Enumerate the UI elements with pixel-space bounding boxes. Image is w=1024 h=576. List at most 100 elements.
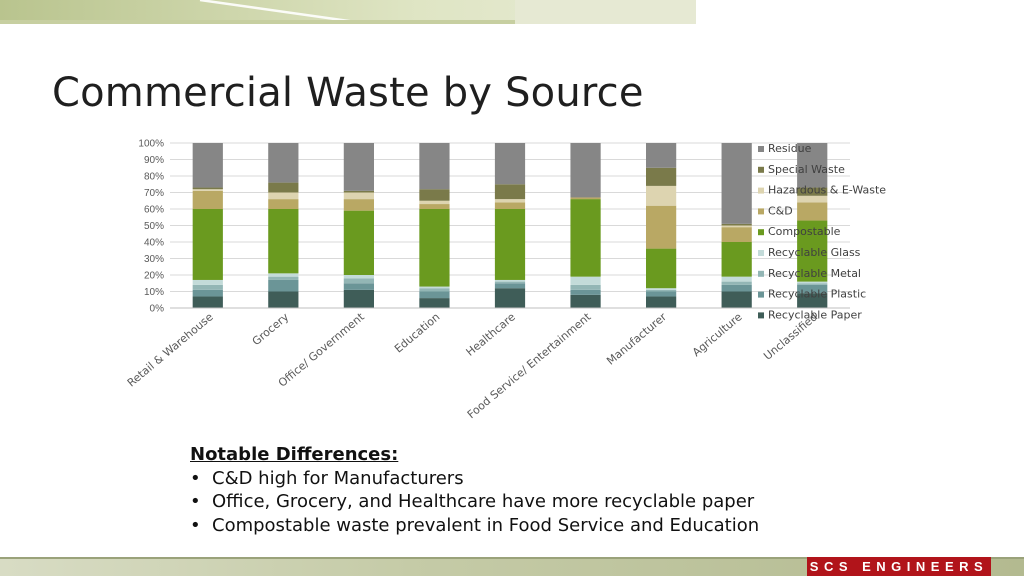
y-tick-label: 70% [144,188,164,199]
y-tick-label: 50% [144,221,164,232]
legend-label: Recyclable Metal [768,267,861,280]
x-category-label: Grocery [250,310,292,348]
footer-line [0,557,1024,559]
legend-swatch [758,250,764,256]
x-category-label: Office/ Government [276,310,368,390]
bar-segment [494,288,526,308]
bar-segment [570,143,601,198]
legend-swatch [758,146,764,152]
bar-segment [343,283,374,290]
bar-segment [797,202,828,221]
y-tick-label: 100% [138,139,164,150]
bar-segment [192,284,223,290]
bar-segment [797,293,828,308]
bar-segment [494,202,526,209]
bar-segment [419,298,450,308]
bar-segment [419,286,450,289]
legend-swatch [758,166,764,173]
y-tick-label: 60% [144,205,164,216]
bar-segment [797,187,828,196]
bar-segment [343,275,374,279]
y-tick-label: 0% [150,304,165,315]
x-category-label: Retail & Warehouse [125,310,216,389]
bar-segment [646,289,677,292]
legend-swatch [758,187,764,194]
bar-segment [646,288,677,290]
bar-segment [494,143,526,185]
bar-segment [192,296,223,308]
bar-segment [192,143,223,188]
bar-segment [419,204,450,209]
bar-segment [721,291,752,308]
legend-label: C&D [768,204,793,217]
bar-segment [494,199,526,203]
bar-segment [343,192,374,200]
bar-segment [646,296,677,308]
notes-bullet-text: Office, Grocery, and Healthcare have mor… [212,491,755,512]
bar-segment [797,284,828,294]
legend-label: Residue [768,142,812,155]
x-category-label: Food Service/ Entertainment [465,310,594,421]
scs-engineers-logo: SCS ENGINEERS [807,557,991,576]
bar-segment [646,205,677,249]
bar-segment [721,281,752,285]
legend-label: Special Waste [768,163,845,176]
bar-segment [419,189,450,201]
bar-segment [268,199,299,209]
x-category-label: Healthcare [464,310,518,359]
legend-swatch [758,312,764,319]
slide-title: Commercial Waste by Source [52,70,644,116]
bar-segment [192,187,223,190]
bar-segment [721,227,752,242]
top-band-light-panel [515,0,696,24]
bar-segment [419,209,450,287]
bar-segment [721,242,752,277]
legend-swatch [758,208,764,215]
y-tick-label: 30% [144,254,164,265]
stacked-bar-chart: 0% 10% 20% 30% 40% 50% 60% 70% 80% 90% 100% Retail … [125,139,887,422]
bullet-dot: • [190,514,201,536]
bar-segment [570,197,601,200]
notes-bullet-text: Compostable waste prevalent in Food Serv… [212,514,760,536]
bar-segment [570,284,601,290]
y-tick-label: 90% [144,155,164,166]
notes-bullet: • C&D high for Manufacturers [190,467,759,491]
bar-segment [570,199,601,277]
bar-segment [343,143,374,191]
bar-segment [721,276,752,282]
y-tick-label: 20% [144,271,164,282]
bar-segment [268,192,299,200]
y-tick-label: 80% [144,172,164,183]
x-category-label: Agriculture [690,310,745,359]
y-tick-label: 10% [144,287,164,298]
bar-segment [797,281,828,284]
bar-segment [721,143,752,224]
bar-segment [721,284,752,292]
bar-segment [494,279,526,282]
bar-segment [419,143,450,190]
bar-segment [192,190,223,209]
bar-segment [797,283,828,285]
bar-segment [192,289,223,297]
bar-segment [494,283,526,289]
bullet-dot: • [190,491,201,512]
bar-segment [268,209,299,274]
bar-segment [721,225,752,228]
notable-differences: Notable Differences: • C&D high for Manuf… [190,443,759,537]
legend-swatch [758,270,764,277]
bar-segment [192,279,223,285]
bar-segment [268,276,299,280]
bar-segment [192,189,223,191]
legend-label: Compostable [768,225,841,238]
bar-segment [494,281,526,284]
bar-segment [419,200,450,205]
bar-segment [646,167,677,186]
bar-segment [494,184,526,200]
bar-segment [797,143,828,188]
bar-segment [268,279,299,292]
bar-segment [646,143,677,168]
x-category-label: Manufacturer [604,310,669,368]
bar-segment [646,185,677,206]
bar-segment [343,278,374,284]
notes-bullet-text: C&D high for Manufacturers [212,467,464,489]
